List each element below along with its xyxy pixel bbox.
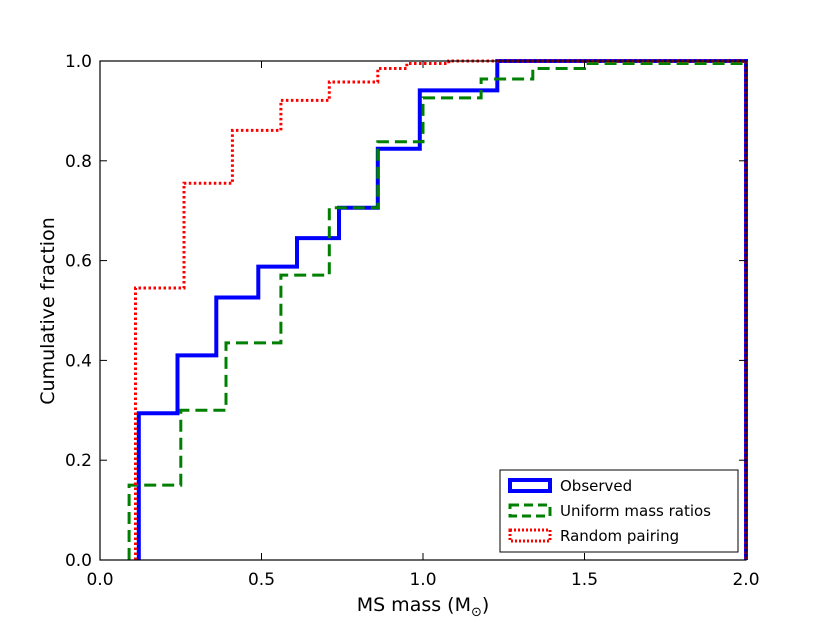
x-axis-label-subscript: ⊙ xyxy=(471,605,482,620)
series-line-observed xyxy=(136,59,748,560)
legend-label-random-pairing: Random pairing xyxy=(560,527,679,545)
y-tick-label: 0.2 xyxy=(65,451,92,471)
legend-box xyxy=(499,469,739,553)
legend: Observed Uniform mass ratios Random pair… xyxy=(499,469,739,553)
legend-label-uniform-mass-ratios: Uniform mass ratios xyxy=(560,502,711,520)
y-tick-label: 0.8 xyxy=(65,152,92,172)
x-tick-label: 0.0 xyxy=(86,570,113,590)
x-tick-label: 0.5 xyxy=(248,570,275,590)
x-axis-label-close: ) xyxy=(482,594,489,616)
x-axis-label: MS mass (M⊙) xyxy=(357,594,490,620)
legend-swatch-uniform-mass-ratios xyxy=(508,503,552,518)
x-tick-label: 1.0 xyxy=(409,570,436,590)
y-tick-label: 0.0 xyxy=(65,551,92,571)
legend-swatch-random-pairing xyxy=(508,528,552,543)
y-tick-label: 1.0 xyxy=(65,52,92,72)
legend-label-observed: Observed xyxy=(560,477,632,495)
y-tick-label: 0.6 xyxy=(65,252,92,272)
y-axis-label: Cumulative fraction xyxy=(37,217,59,404)
x-tick-label: 2.0 xyxy=(732,570,759,590)
series-line-uniform-mass-ratios xyxy=(127,61,748,560)
y-tick-label: 0.4 xyxy=(65,351,92,371)
legend-swatch-observed xyxy=(508,478,552,493)
x-tick-label: 1.5 xyxy=(571,570,598,590)
x-axis-label-main: MS mass (M xyxy=(357,594,471,616)
tick-layer: 0.0 0.5 1.0 1.5 2.0 0.0 0.2 0.4 0.6 0.8 1.0 xyxy=(65,52,760,590)
